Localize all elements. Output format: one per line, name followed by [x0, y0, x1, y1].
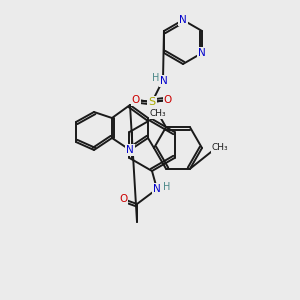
Text: O: O — [119, 194, 127, 204]
Text: S: S — [148, 97, 156, 107]
Text: O: O — [164, 95, 172, 105]
Text: O: O — [132, 95, 140, 105]
Text: N: N — [126, 145, 134, 155]
Text: N: N — [179, 15, 187, 25]
Text: N: N — [160, 76, 168, 86]
Text: N: N — [153, 184, 161, 194]
Text: CH₃: CH₃ — [212, 143, 228, 152]
Text: H: H — [152, 73, 160, 83]
Text: H: H — [163, 182, 171, 192]
Text: N: N — [198, 48, 206, 58]
Text: CH₃: CH₃ — [150, 109, 166, 118]
